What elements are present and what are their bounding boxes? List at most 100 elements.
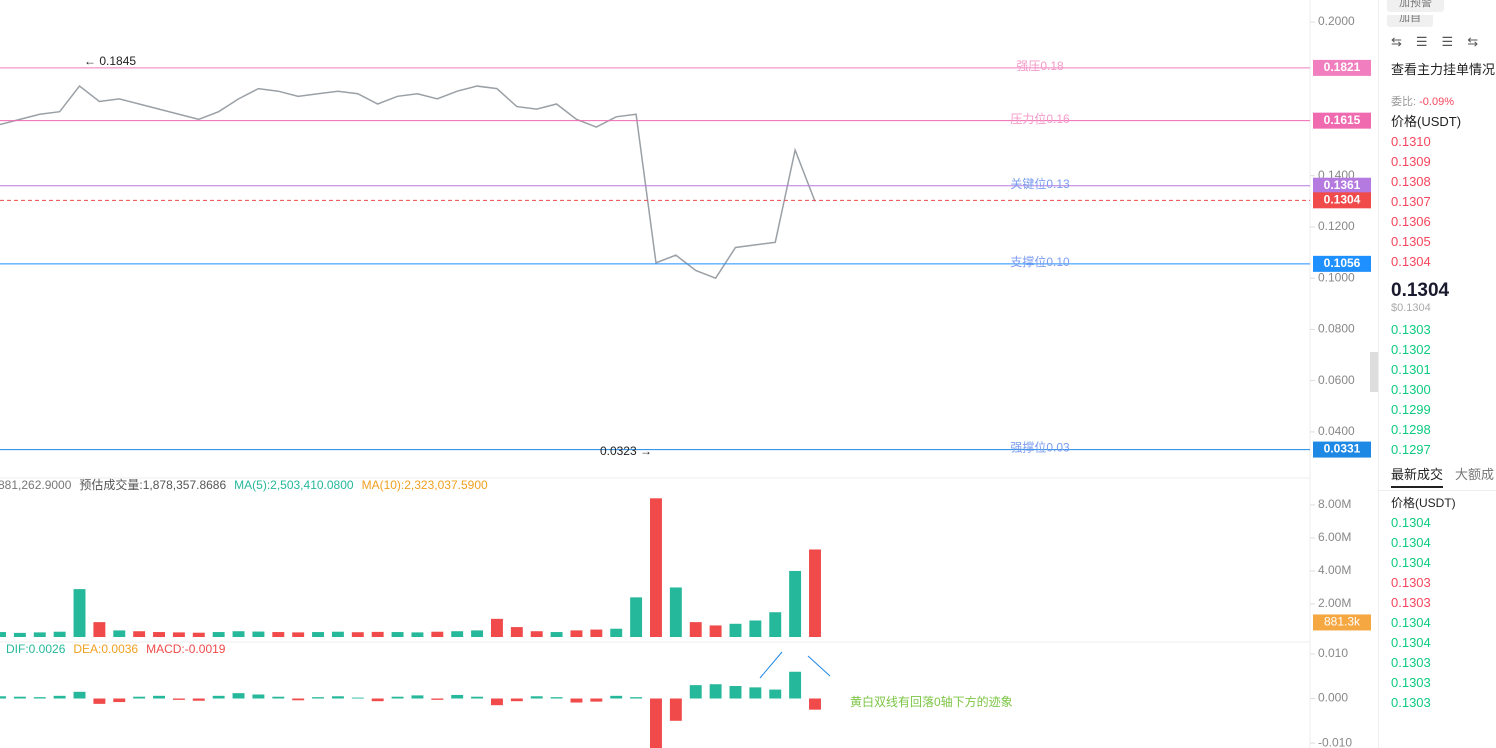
y-tick-label: 0.1200 [1318, 219, 1355, 233]
macd-bar [471, 696, 484, 699]
low-marker: 0.0323 → [600, 444, 652, 458]
price-tag-text: 0.1615 [1324, 113, 1361, 127]
trade-list: 0.1304 0.1304 0.1304 0.1303 0.1303 0.1304 0.13… [1379, 513, 1496, 713]
order-link[interactable]: 查看主力挂单情况 [1391, 62, 1496, 77]
volume-bar [33, 632, 46, 637]
price-tag [1313, 192, 1371, 209]
ask-price: 0.1306 [1391, 214, 1431, 229]
level-label: 压力位0.16 [1010, 111, 1070, 126]
trade-price: 0.1304 [1391, 535, 1431, 550]
tab[interactable]: 最新成交 [1391, 464, 1444, 488]
bid-price: 0.1299 [1391, 402, 1431, 417]
volume-bar [351, 632, 364, 637]
macd-bar [172, 698, 185, 700]
volume-bar [490, 618, 503, 637]
collapse-handle[interactable] [1370, 352, 1378, 392]
trade-price: 0.1303 [1391, 655, 1431, 670]
macd-bar [312, 697, 325, 699]
bid-price: 0.1301 [1391, 362, 1431, 377]
volume-bar [471, 630, 484, 637]
volume-bar [272, 632, 285, 637]
trade-price: 0.1303 [1391, 575, 1431, 590]
macd-bar [451, 694, 464, 699]
macd-bar [411, 695, 424, 699]
volume-bar [530, 631, 543, 637]
volume-bar [630, 597, 643, 637]
ratio-value: -0.09% [1419, 96, 1454, 108]
y-tick-label: 0.0400 [1318, 424, 1355, 438]
macd-bar [371, 698, 384, 702]
volume-bar [411, 632, 424, 637]
price-line [0, 85, 816, 280]
macd-bar [669, 698, 682, 721]
trade-price: 0.1304 [1391, 515, 1431, 530]
volume-bar [451, 631, 464, 637]
volume-bar [550, 632, 563, 637]
macd-bar [689, 685, 702, 699]
trade-price: 0.1304 [1391, 635, 1431, 650]
volume-bar [53, 631, 66, 637]
annotation: 黄白双线有回落0轴下方的迹象 [850, 694, 1013, 709]
macd-bar [331, 696, 344, 699]
volume-bar [73, 589, 86, 637]
ask-price: 0.1309 [1391, 154, 1431, 169]
volume-bar [312, 632, 325, 637]
volume-bar [192, 632, 205, 637]
level-label: 强撑位0.03 [1010, 440, 1070, 455]
macd-bar [749, 687, 762, 699]
macd-bar [789, 671, 802, 699]
price-tag-text: 0.1821 [1324, 60, 1361, 74]
volume-bar [93, 622, 106, 637]
favorite-button[interactable]: 加自 [1387, 15, 1433, 27]
volume-bar [510, 627, 523, 637]
legend-text: DIF:0.0026 [6, 642, 66, 656]
volume-bar [431, 631, 444, 637]
volume-bar [172, 632, 185, 637]
macd-bar [769, 689, 782, 699]
macd-bar [133, 696, 146, 699]
macd-bar [391, 696, 404, 699]
arrow-up [759, 651, 783, 679]
macd-bar [431, 698, 444, 700]
side-panel: 加预警加自 ⇆☰☰⇆ 查看主力挂单情况 委比: -0.09% 价格(USDT) … [1378, 0, 1496, 748]
y-tick-label: 4.00M [1318, 563, 1351, 577]
y-tick-label: 0.0600 [1318, 373, 1355, 387]
macd-bar [570, 698, 583, 703]
macd-bar [272, 696, 285, 699]
volume-bar [729, 623, 742, 637]
volume-bar [232, 631, 245, 637]
view-icons[interactable]: ⇆☰☰⇆ [1391, 34, 1493, 49]
macd-bar [13, 696, 26, 699]
volume-bar [570, 630, 583, 637]
volume-tag-text: 881.3k [1324, 615, 1361, 629]
macd-bar [153, 695, 165, 699]
arrow-down [807, 655, 831, 677]
ask-list: 0.1310 0.1309 0.1308 0.1307 0.1306 0.1305 0.13… [1379, 132, 1496, 272]
macd-bar [510, 698, 523, 702]
bid-price: 0.1298 [1391, 422, 1431, 437]
volume-bar [331, 631, 344, 637]
price-tag [1313, 59, 1371, 76]
bid-price: 0.1300 [1391, 382, 1431, 397]
alert-button[interactable]: 加预警 [1387, 0, 1444, 12]
volume-bar [709, 625, 722, 637]
level-label: 关键位0.13 [1010, 176, 1070, 191]
macd-bar [610, 695, 623, 699]
volume-bar [789, 570, 802, 637]
volume-bar [113, 630, 126, 637]
macd-bar [252, 694, 265, 699]
volume-bar [212, 632, 225, 637]
macd-bar [292, 698, 305, 701]
volume-bar [133, 631, 146, 637]
legend-text: DEA:0.0036 [73, 642, 138, 656]
y-tick-label: 2.00M [1318, 596, 1351, 610]
tab[interactable]: 大额成 [1455, 467, 1495, 482]
y-tick-label: 6.00M [1318, 530, 1351, 544]
price-tag-text: 0.1304 [1324, 192, 1361, 206]
trade-price: 0.1304 [1391, 555, 1431, 570]
volume-bar [0, 632, 6, 637]
trades-header: 价格(USDT) [1391, 496, 1456, 510]
y-tick-label: 0.010 [1318, 646, 1348, 660]
volume-tag [1313, 614, 1371, 631]
